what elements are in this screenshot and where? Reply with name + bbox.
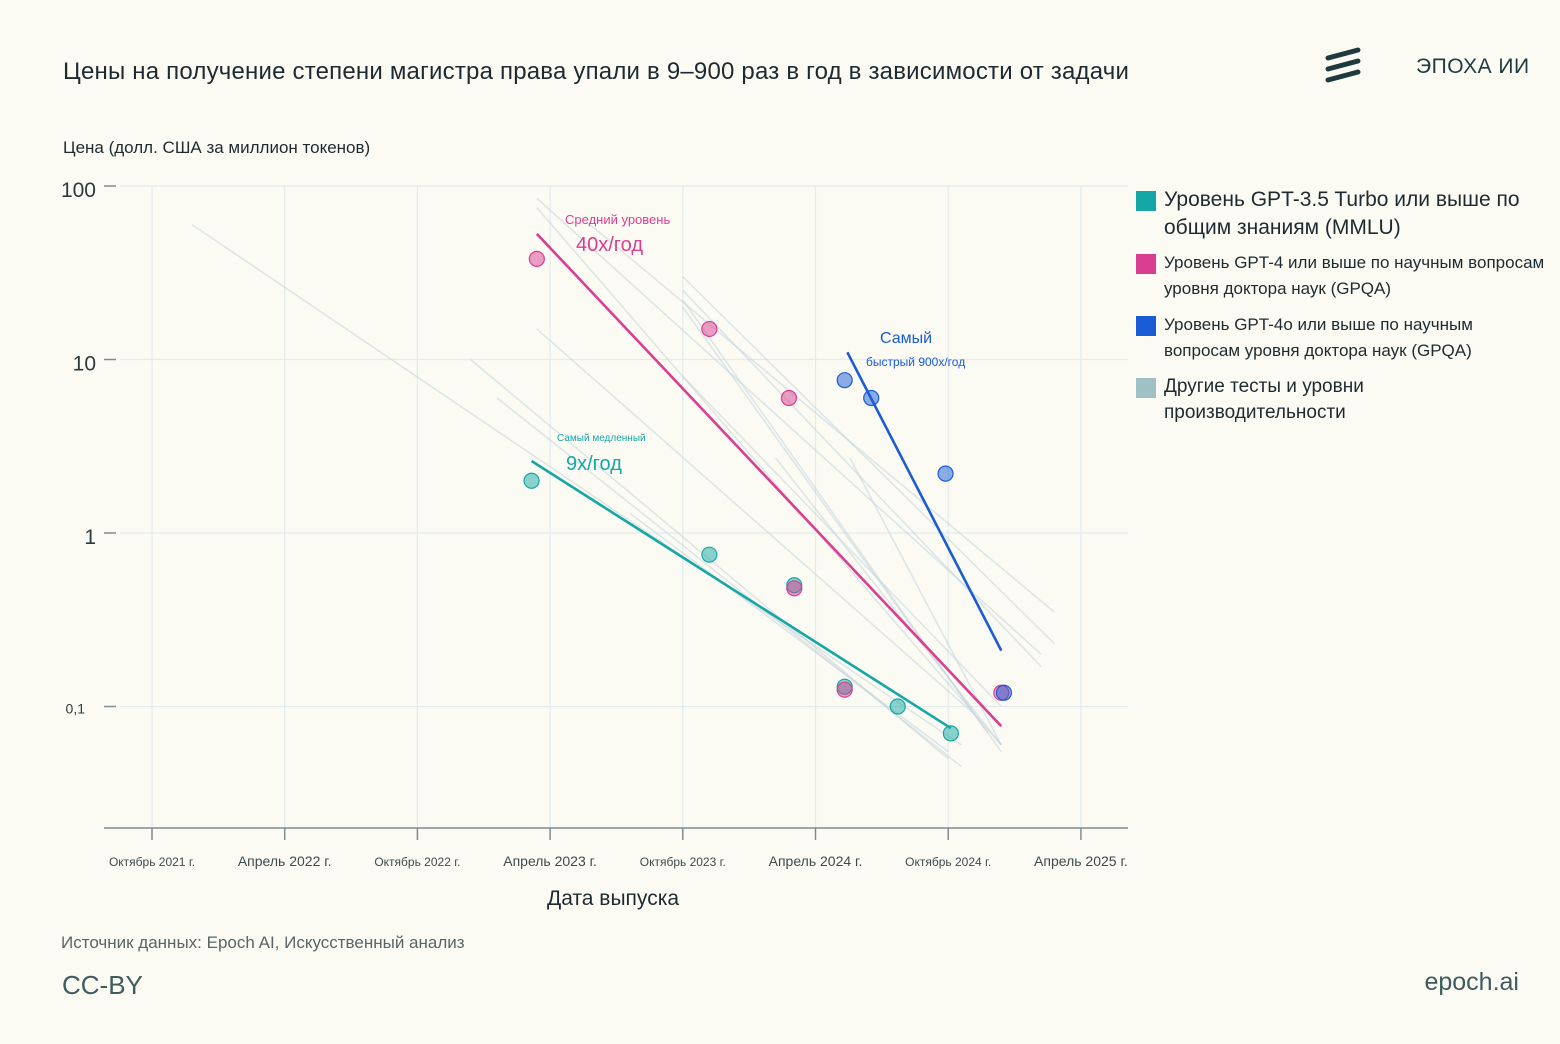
data-point-series-2 [863,389,880,407]
annotation-line2-series-2: быстрый 900x/год [866,355,965,369]
y-tick-label: 10 [73,353,96,376]
data-point-series-1 [701,320,718,338]
data-point-series-0 [523,472,540,489]
x-tick-label: Апрель 2024 г. [769,853,863,869]
y-tick-label: 100 [61,179,96,202]
x-tick-label: Апрель 2025 г. [1034,853,1128,869]
series-points [523,250,1013,742]
annotations: Самый медленный 9x/год Средний уровень 40x/… [557,212,965,475]
data-point-series-1 [528,250,545,268]
other-trend-line [496,397,962,768]
brand-name: ЭПОХА ИИ [1416,55,1530,78]
legend-swatch [1136,191,1156,211]
legend-swatch [1136,378,1156,398]
data-point-series-0 [701,546,718,563]
data-point-series-1 [836,681,853,698]
trend-line-series-1 [535,232,1003,728]
x-tick-label: Октябрь 2022 г. [374,855,460,869]
data-point-series-0 [889,698,906,715]
epoch-logo-icon [1325,47,1361,83]
annotation-line1-series-1: Средний уровень [565,212,670,227]
other-trend-line [191,223,962,746]
annotation-line1-series-2: Самый [880,330,932,347]
legend-label: Другие тесты и уровни производительности [1164,376,1364,423]
other-trend-line [682,276,1055,645]
grid [120,185,1128,828]
legend-item-other: Другие тесты и уровни производительности [1136,374,1546,426]
other-trend-lines [191,197,1055,768]
site-link[interactable]: epoch.ai [1424,968,1519,996]
x-tick-label: Октябрь 2023 г. [640,855,726,869]
legend-label: Уровень GPT-4o или выше по научным вопро… [1164,315,1473,360]
annotation-line2-series-0: 9x/год [566,453,622,475]
data-point-series-1 [786,580,803,597]
license: CC-BY [62,970,143,1000]
x-axis-title: Дата выпуска [547,887,679,910]
legend: Уровень GPT-3.5 Turbo или выше по общим … [1136,186,1546,426]
other-trend-line [589,223,1055,613]
annotation-line2-series-1: 40x/год [576,234,643,256]
other-trend-line [629,512,949,753]
legend-label: Уровень GPT-4 или выше по научным вопрос… [1164,253,1545,298]
legend-swatch [1136,316,1156,336]
x-tick-label: Октябрь 2021 г. [109,855,195,869]
legend-item-gpqa-gpt4o: Уровень GPT-4o или выше по научным вопро… [1136,312,1546,364]
data-point-series-0 [942,725,959,742]
legend-swatch [1136,254,1156,274]
y-tick-label: 1 [84,526,96,549]
other-trend-line [849,457,1002,746]
other-trend-line [536,207,1002,746]
data-point-series-2 [937,465,954,482]
annotation-line1-series-0: Самый медленный [557,433,646,444]
x-tick-label: Апрель 2023 г. [503,853,597,869]
other-trend-line [775,457,1002,746]
other-trend-line [682,289,1042,668]
legend-item-gpqa-gpt4: Уровень GPT-4 или выше по научным вопрос… [1136,250,1546,302]
trend-line-series-0 [530,459,952,730]
data-source: Источник данных: Epoch AI, Искусственный… [61,933,465,952]
data-point-series-2 [836,372,853,389]
other-trend-line [536,328,976,716]
y-axis-title: Цена (долл. США за миллион токенов) [63,138,371,157]
legend-item-mmlu: Уровень GPT-3.5 Turbo или выше по общим … [1136,186,1546,242]
data-point-series-1 [780,389,798,407]
x-tick-label: Апрель 2022 г. [238,853,332,869]
y-tick-label: 0,1 [66,701,86,717]
chart-title: Цены на получение степени магистра права… [63,58,1130,85]
axes: Октябрь 2021 г. Апрель 2022 г. Октябрь 202… [61,179,1128,910]
x-tick-label: Октябрь 2024 г. [905,855,991,869]
data-point-series-2 [995,684,1013,701]
legend-label: Уровень GPT-3.5 Turbo или выше по общим … [1164,188,1520,239]
